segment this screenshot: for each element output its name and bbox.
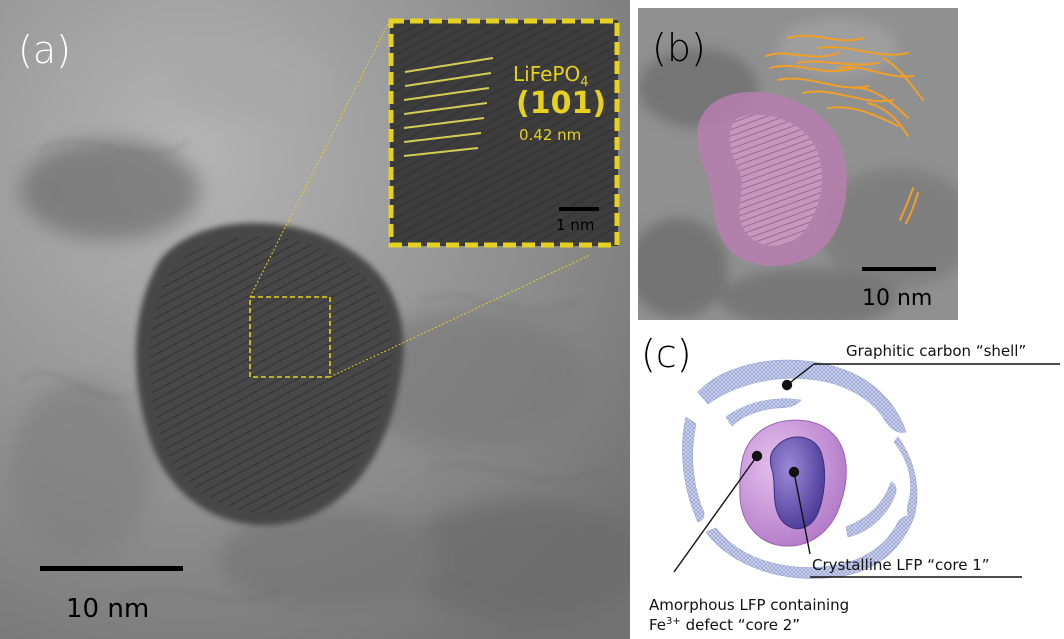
panel-b-label: (b) [652,26,706,70]
inset-scale-label: 1 nm [556,216,595,234]
core-shell-schematic [673,359,1060,579]
panel-b-scale-label: 10 nm [862,286,933,311]
core1-callout-label: Crystalline LFP “core 1” [812,556,990,574]
tem-micrograph-b [638,8,958,320]
inset-plane-label: (101) [516,86,607,121]
inset-material-label: LiFePO4 [513,62,589,90]
panel-a-scale-label: 10 nm [66,594,150,624]
panel-a-label: (a) [18,28,71,72]
tem-panel-a: (a) LiFePO4 (101) 0.42 nm 1 nm 10 nm [0,0,630,639]
inset-frame [388,18,620,248]
inset-spacing-label: 0.42 nm [519,126,582,144]
panel-a-scale-bar [40,566,183,571]
core2-callout-line2: Fe3+ defect “core 2” [649,616,801,634]
core2-callout-line1: Amorphous LFP containing [649,596,850,614]
tem-micrograph-a [0,0,630,639]
inset-scale-bar [559,207,599,211]
graphitic-shell [682,359,918,579]
tem-panel-b: (b) 10 nm [638,8,958,320]
shell-callout-label: Graphitic carbon “shell” [846,342,1027,360]
selection-box [249,296,331,378]
panel-b-scale-bar [862,267,936,271]
schematic-panel-c: (c) Graphitic carbon “shell” Crystalline… [636,322,1064,639]
panel-c-label: (c) [641,332,692,376]
core-1-crystalline [769,436,826,530]
